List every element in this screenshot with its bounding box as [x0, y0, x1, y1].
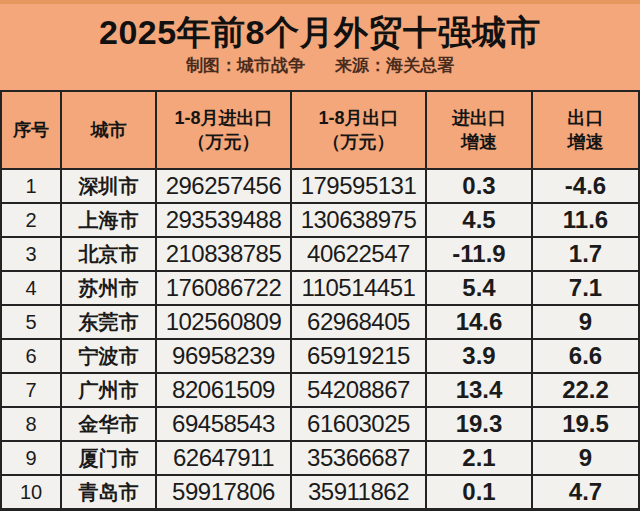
cell-import-export: 210838785: [157, 238, 290, 270]
cell-export: 130638975: [292, 204, 425, 236]
cell-ie-growth: 14.6: [427, 306, 531, 338]
cell-rank: 7: [2, 374, 60, 406]
cell-rank: 5: [2, 306, 60, 338]
header-cell-ie-growth: 进出口 增速: [427, 92, 531, 168]
header-cell-export-growth: 出口 增速: [533, 92, 638, 168]
cell-import-export: 96958239: [157, 340, 290, 372]
cell-export-growth: -4.6: [533, 170, 638, 202]
cell-city: 宁波市: [62, 340, 155, 372]
cell-import-export: 102560809: [157, 306, 290, 338]
header-cell-rank: 序号: [2, 92, 60, 168]
cell-ie-growth: -11.9: [427, 238, 531, 270]
trade-table: 序号 城市 1-8月进出口 （万元） 1-8月出口 （万元） 进出口 增速 出口…: [0, 90, 640, 511]
cell-rank: 9: [2, 442, 60, 474]
cell-city: 青岛市: [62, 476, 155, 508]
cell-export-growth: 4.7: [533, 476, 638, 508]
cell-export-growth: 1.7: [533, 238, 638, 270]
cell-rank: 2: [2, 204, 60, 236]
cell-city: 深圳市: [62, 170, 155, 202]
cell-import-export: 293539488: [157, 204, 290, 236]
cell-export-growth: 19.5: [533, 408, 638, 440]
cell-export: 62968405: [292, 306, 425, 338]
cell-rank: 1: [2, 170, 60, 202]
cell-export: 179595131: [292, 170, 425, 202]
cell-export: 110514451: [292, 272, 425, 304]
cell-city: 厦门市: [62, 442, 155, 474]
cell-city: 北京市: [62, 238, 155, 270]
cell-ie-growth: 2.1: [427, 442, 531, 474]
cell-export-growth: 7.1: [533, 272, 638, 304]
cell-ie-growth: 19.3: [427, 408, 531, 440]
title-block: 2025年前8个月外贸十强城市 制图：城市战争 来源：海关总署: [0, 4, 640, 90]
cell-rank: 3: [2, 238, 60, 270]
cell-ie-growth: 3.9: [427, 340, 531, 372]
cell-city: 东莞市: [62, 306, 155, 338]
cell-rank: 10: [2, 476, 60, 508]
cell-rank: 8: [2, 408, 60, 440]
cell-export-growth: 11.6: [533, 204, 638, 236]
cell-city: 上海市: [62, 204, 155, 236]
cell-import-export: 69458543: [157, 408, 290, 440]
cell-ie-growth: 4.5: [427, 204, 531, 236]
cell-import-export: 176086722: [157, 272, 290, 304]
cell-export: 54208867: [292, 374, 425, 406]
cell-export-growth: 9: [533, 306, 638, 338]
cell-import-export: 59917806: [157, 476, 290, 508]
cell-export: 35366687: [292, 442, 425, 474]
header-cell-import-export: 1-8月进出口 （万元）: [157, 92, 290, 168]
cell-export: 61603025: [292, 408, 425, 440]
cell-import-export: 82061509: [157, 374, 290, 406]
cell-city: 广州市: [62, 374, 155, 406]
cell-export-growth: 22.2: [533, 374, 638, 406]
cell-import-export: 296257456: [157, 170, 290, 202]
cell-export: 40622547: [292, 238, 425, 270]
cell-ie-growth: 0.1: [427, 476, 531, 508]
cell-ie-growth: 0.3: [427, 170, 531, 202]
cell-rank: 4: [2, 272, 60, 304]
cell-import-export: 62647911: [157, 442, 290, 474]
cell-export-growth: 9: [533, 442, 638, 474]
cell-city: 苏州市: [62, 272, 155, 304]
cell-ie-growth: 5.4: [427, 272, 531, 304]
header-cell-export: 1-8月出口 （万元）: [292, 92, 425, 168]
credit-label: 制图：城市战争: [186, 55, 305, 77]
cell-rank: 6: [2, 340, 60, 372]
page-title: 2025年前8个月外贸十强城市: [99, 10, 541, 54]
cell-ie-growth: 13.4: [427, 374, 531, 406]
cell-export-growth: 6.6: [533, 340, 638, 372]
cell-export: 65919215: [292, 340, 425, 372]
cell-city: 金华市: [62, 408, 155, 440]
header-cell-city: 城市: [62, 92, 155, 168]
subtitle: 制图：城市战争 来源：海关总署: [186, 55, 454, 77]
trade-infographic: 2025年前8个月外贸十强城市 制图：城市战争 来源：海关总署 序号 城市 1-…: [0, 0, 640, 511]
source-label: 来源：海关总署: [335, 55, 454, 77]
cell-export: 35911862: [292, 476, 425, 508]
